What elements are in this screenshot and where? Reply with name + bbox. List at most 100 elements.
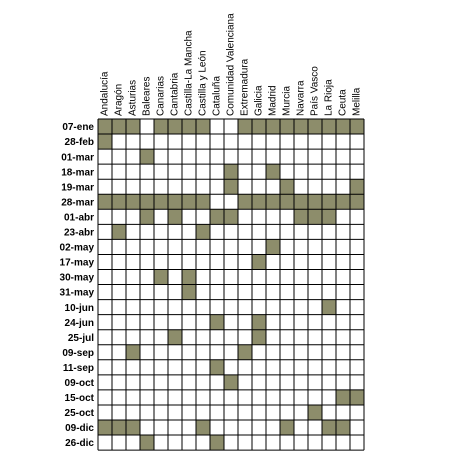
marked-cell [238,119,252,135]
column-header: Navarra [296,80,307,116]
marked-cell [280,420,294,436]
row-label: 01-mar [61,152,94,163]
marked-cell [336,420,350,436]
column-header: Murcia [282,86,293,116]
marked-cell [252,254,266,270]
column-header: Baleares [142,77,153,116]
marked-cell [126,344,140,360]
marked-cell [140,209,154,225]
marked-cell [140,194,154,210]
row-label: 25-jul [68,333,94,344]
row-label: 09-oct [65,378,95,389]
marked-cell [308,119,322,135]
marked-cell [168,119,182,135]
marked-cell [280,194,294,210]
column-header: Asturias [128,80,139,116]
marked-cell [210,314,224,330]
marked-cell [224,209,238,225]
marked-cell [252,119,266,135]
marked-cell [266,239,280,255]
row-label: 17-may [60,258,95,269]
marked-cell [112,194,126,210]
row-label: 31-may [60,288,95,299]
row-label: 28-mar [61,197,94,208]
column-header: Melilla [352,87,363,116]
marked-cell [196,194,210,210]
marked-cell [126,420,140,436]
column-header: Comunidad Valenciana [226,13,237,116]
row-label: 09-sep [62,348,94,359]
marked-cell [98,420,112,436]
row-label: 02-may [60,243,95,254]
column-header: Castilla y León [198,50,209,116]
marked-cell [322,420,336,436]
marked-cell [252,194,266,210]
row-label: 19-mar [61,182,94,193]
marked-cell [98,194,112,210]
marked-cell [308,194,322,210]
marked-cell [168,329,182,345]
marked-cell [266,119,280,135]
marked-cell [154,194,168,210]
marked-cell [224,179,238,195]
marked-cell [350,119,364,135]
row-label: 15-oct [65,393,95,404]
marked-cell [294,209,308,225]
marked-cell [266,164,280,180]
marked-cell [350,179,364,195]
marked-cell [140,435,154,451]
column-header: Extremadura [240,58,251,116]
column-header: Cantabria [170,72,181,116]
column-header: Ceuta [338,89,349,116]
row-label: 23-abr [64,228,94,239]
marked-cell [210,359,224,375]
row-label: 28-feb [65,137,94,148]
column-header: Madrid [268,85,279,116]
column-header: País Vasco [310,66,321,116]
marked-cell [196,420,210,436]
column-header: Cataluña [212,76,223,116]
row-label: 26-dic [65,438,94,449]
marked-cell [336,194,350,210]
marked-cell [126,119,140,135]
marked-cell [126,194,140,210]
marked-cell [308,209,322,225]
column-header: Canarias [156,76,167,116]
marked-cell [196,119,210,135]
marked-cell [266,194,280,210]
marked-cell [294,119,308,135]
marked-cell [350,194,364,210]
row-label: 24-jun [65,318,94,329]
marked-cell [350,389,364,405]
column-header: La Rioja [324,79,335,116]
marked-cell [238,194,252,210]
row-label: 01-abr [64,212,94,223]
marked-cell [112,224,126,240]
marked-cell [322,119,336,135]
marked-cell [168,194,182,210]
row-label: 11-sep [63,363,94,374]
column-header: Aragón [114,84,125,116]
row-label: 30-may [60,273,95,284]
row-label: 09-dic [65,423,94,434]
marked-cell [182,119,196,135]
column-header: Castilla-La Mancha [184,30,195,116]
marked-cell [224,374,238,390]
row-label: 25-oct [65,408,95,419]
marked-cell [308,404,322,420]
row-label: 18-mar [61,167,94,178]
row-label: 10-jun [65,303,94,314]
marked-cell [322,209,336,225]
marked-cell [182,284,196,300]
marked-cell [182,194,196,210]
marked-cell [154,269,168,285]
marked-cell [336,389,350,405]
marked-cell [98,134,112,150]
marked-cell [168,209,182,225]
marked-cell [336,119,350,135]
marked-cell [182,269,196,285]
column-header: Andalucía [100,71,111,116]
marked-cell [294,194,308,210]
marked-cell [280,119,294,135]
